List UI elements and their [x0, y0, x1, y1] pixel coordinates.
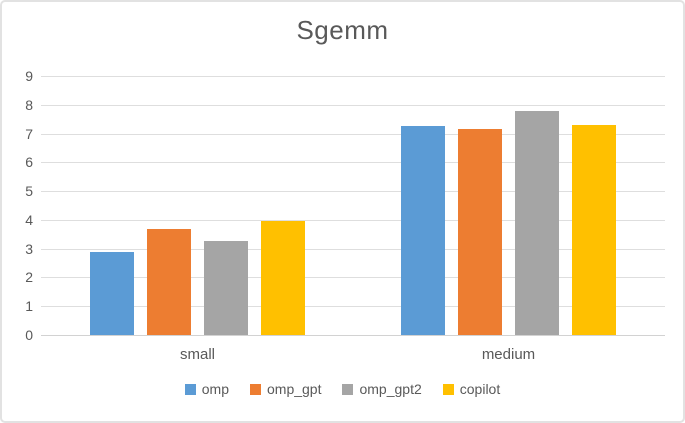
gridline-y-4: [41, 219, 665, 221]
legend-label: copilot: [459, 381, 501, 397]
bar-copilot-medium: [572, 124, 616, 335]
gridline-y-6: [41, 162, 665, 164]
gridline-y-7: [41, 133, 665, 135]
legend-item-omp: omp: [184, 381, 229, 397]
gridline-y-2: [41, 277, 665, 279]
gridline-y-8: [41, 104, 665, 106]
y-tick-label-6: 6: [25, 154, 33, 171]
bar-omp_gpt-small: [147, 228, 191, 335]
y-axis: 0 1 2 3 4 5 6 7 8 9: [2, 68, 33, 343]
legend: omp omp_gpt omp_gpt2 copilot: [2, 381, 683, 397]
y-tick-label-7: 7: [25, 125, 33, 142]
legend-item-omp_gpt2: omp_gpt2: [342, 381, 422, 397]
legend-item-copilot: copilot: [442, 381, 501, 397]
bar-omp-medium: [401, 126, 445, 335]
y-tick-label-9: 9: [25, 68, 33, 84]
bar-group-small: [90, 76, 305, 335]
y-tick-label-1: 1: [25, 298, 33, 315]
gridline-y-3: [41, 248, 665, 250]
y-tick-label-3: 3: [25, 240, 33, 257]
x-category-label-small: small: [179, 346, 215, 363]
legend-swatch-icon: [442, 383, 454, 395]
chart-title: Sgemm: [296, 15, 389, 45]
gridline-y-5: [41, 191, 665, 193]
y-tick-label-8: 8: [25, 96, 33, 113]
bar-omp_gpt2-small: [204, 241, 248, 335]
gridline-y-9: [41, 76, 665, 77]
x-category-label-medium: medium: [481, 346, 536, 363]
legend-swatch-icon: [184, 383, 196, 395]
bar-omp-small: [90, 251, 134, 335]
y-tick-label-0: 0: [25, 327, 33, 343]
legend-label: omp_gpt: [267, 381, 322, 397]
y-tick-label-4: 4: [25, 211, 33, 228]
bar-copilot-small: [261, 221, 305, 335]
legend-item-omp_gpt: omp_gpt: [250, 381, 321, 397]
plot-area: [41, 76, 665, 336]
legend-label: omp_gpt2: [359, 381, 422, 397]
legend-swatch-icon: [250, 383, 261, 395]
bar-group-medium: [401, 76, 616, 335]
bar-omp_gpt2-medium: [515, 110, 559, 335]
gridline-y-1: [41, 306, 665, 308]
y-tick-label-2: 2: [25, 269, 33, 286]
legend-swatch-icon: [342, 383, 354, 395]
legend-label: omp: [201, 381, 229, 397]
y-tick-label-5: 5: [25, 183, 33, 200]
bar-omp_gpt-medium: [458, 129, 502, 335]
